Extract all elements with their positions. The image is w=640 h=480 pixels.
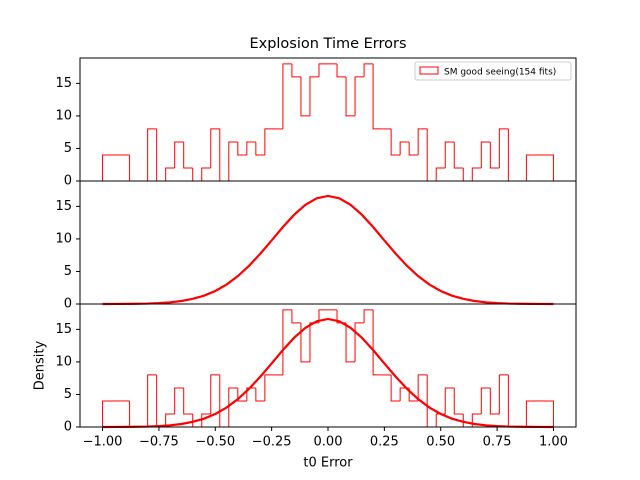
x-tick-label: 0.00 [314,435,343,450]
histogram-step [246,387,256,401]
histogram-step [237,387,247,402]
histogram-step [318,309,328,323]
x-tick-label: −1.00 [83,435,123,450]
histogram-step [255,141,265,156]
histogram-step [300,322,310,363]
histogram-step [489,141,500,169]
legend-box [414,61,572,81]
histogram-step [408,141,419,156]
histogram-step [237,141,247,156]
histogram-step [174,387,184,414]
x-tick-label: −0.25 [252,435,292,450]
legend-swatch [419,66,439,75]
histogram-step [165,413,175,427]
histogram-step [264,128,274,155]
histogram-step [525,400,536,427]
y-tick-label: 5 [64,387,72,402]
histogram-step [246,141,256,155]
histogram-step [300,76,310,117]
y-tick-label: 15 [55,322,72,337]
histogram-step [480,387,491,414]
histogram-step [480,141,491,168]
histogram-step [544,154,554,181]
y-tick-label: 10 [55,108,72,123]
histogram-step [102,154,112,181]
histogram-step [318,63,328,77]
histogram-step [255,387,265,402]
histogram-step [147,128,157,181]
x-tick-label: 0.50 [426,435,455,450]
histogram-step [525,154,536,181]
histogram-step [544,400,554,427]
histogram-step [183,141,193,169]
chart-title: Explosion Time Errors [249,36,406,52]
histogram-step [372,309,383,376]
x-tick-label: −0.50 [195,435,235,450]
histogram-step [453,387,464,415]
histogram-step [399,141,410,155]
histogram-step [282,63,292,129]
histogram-step [201,167,211,181]
y-tick-label: 10 [55,231,72,246]
histogram-step [390,374,401,402]
x-tick-label: 1.00 [539,435,568,450]
histogram-step [264,374,274,401]
histogram-step [390,128,401,156]
histogram-step [417,128,428,155]
histogram-step [354,322,365,362]
x-tick-label: 0.25 [370,435,399,450]
y-tick-label: 0 [64,420,72,435]
x-tick-label: −0.75 [139,435,179,450]
y-tick-label: 15 [55,199,72,214]
density-curve [102,194,554,306]
y-tick-label: 10 [55,354,72,369]
y-axis-label: Density [33,340,48,390]
y-tick-label: 15 [55,76,72,91]
histogram-step [345,76,356,117]
histogram-step [228,387,238,427]
histogram-step [174,141,184,168]
histogram-step [210,374,220,414]
legend-label: SM good seeing(154 fits) [444,68,556,78]
histogram-step [354,76,365,116]
histogram-step [228,141,238,181]
histogram-step [444,387,455,414]
histogram-step [444,141,455,168]
histogram-step [183,387,193,415]
density-curve [102,317,554,429]
histogram-step [147,374,157,427]
histogram-step [345,322,356,363]
histogram-step [363,63,374,77]
histogram-step [102,400,112,427]
y-tick-label: 0 [64,174,72,189]
histogram-step [453,141,464,169]
x-tick-label: 0.75 [483,435,512,450]
histogram-step [165,167,175,181]
histogram-step [291,63,301,78]
histogram-step [282,309,292,375]
histogram-step [336,63,347,78]
histogram-step [489,387,500,415]
histogram-step [471,167,482,181]
histogram-step [498,128,509,168]
histogram-step [417,374,428,401]
histogram-step [291,309,301,324]
histogram-step [309,76,319,116]
histogram-step [372,63,383,130]
histogram-step [435,167,446,181]
histogram-step [210,128,220,168]
y-tick-label: 5 [64,141,72,156]
histogram-step [363,309,374,323]
histogram-step [498,374,509,414]
histogram-step [201,413,211,427]
y-tick-label: 0 [64,297,72,312]
y-tick-label: 5 [64,264,72,279]
x-axis-label: t0 Error [303,456,353,471]
